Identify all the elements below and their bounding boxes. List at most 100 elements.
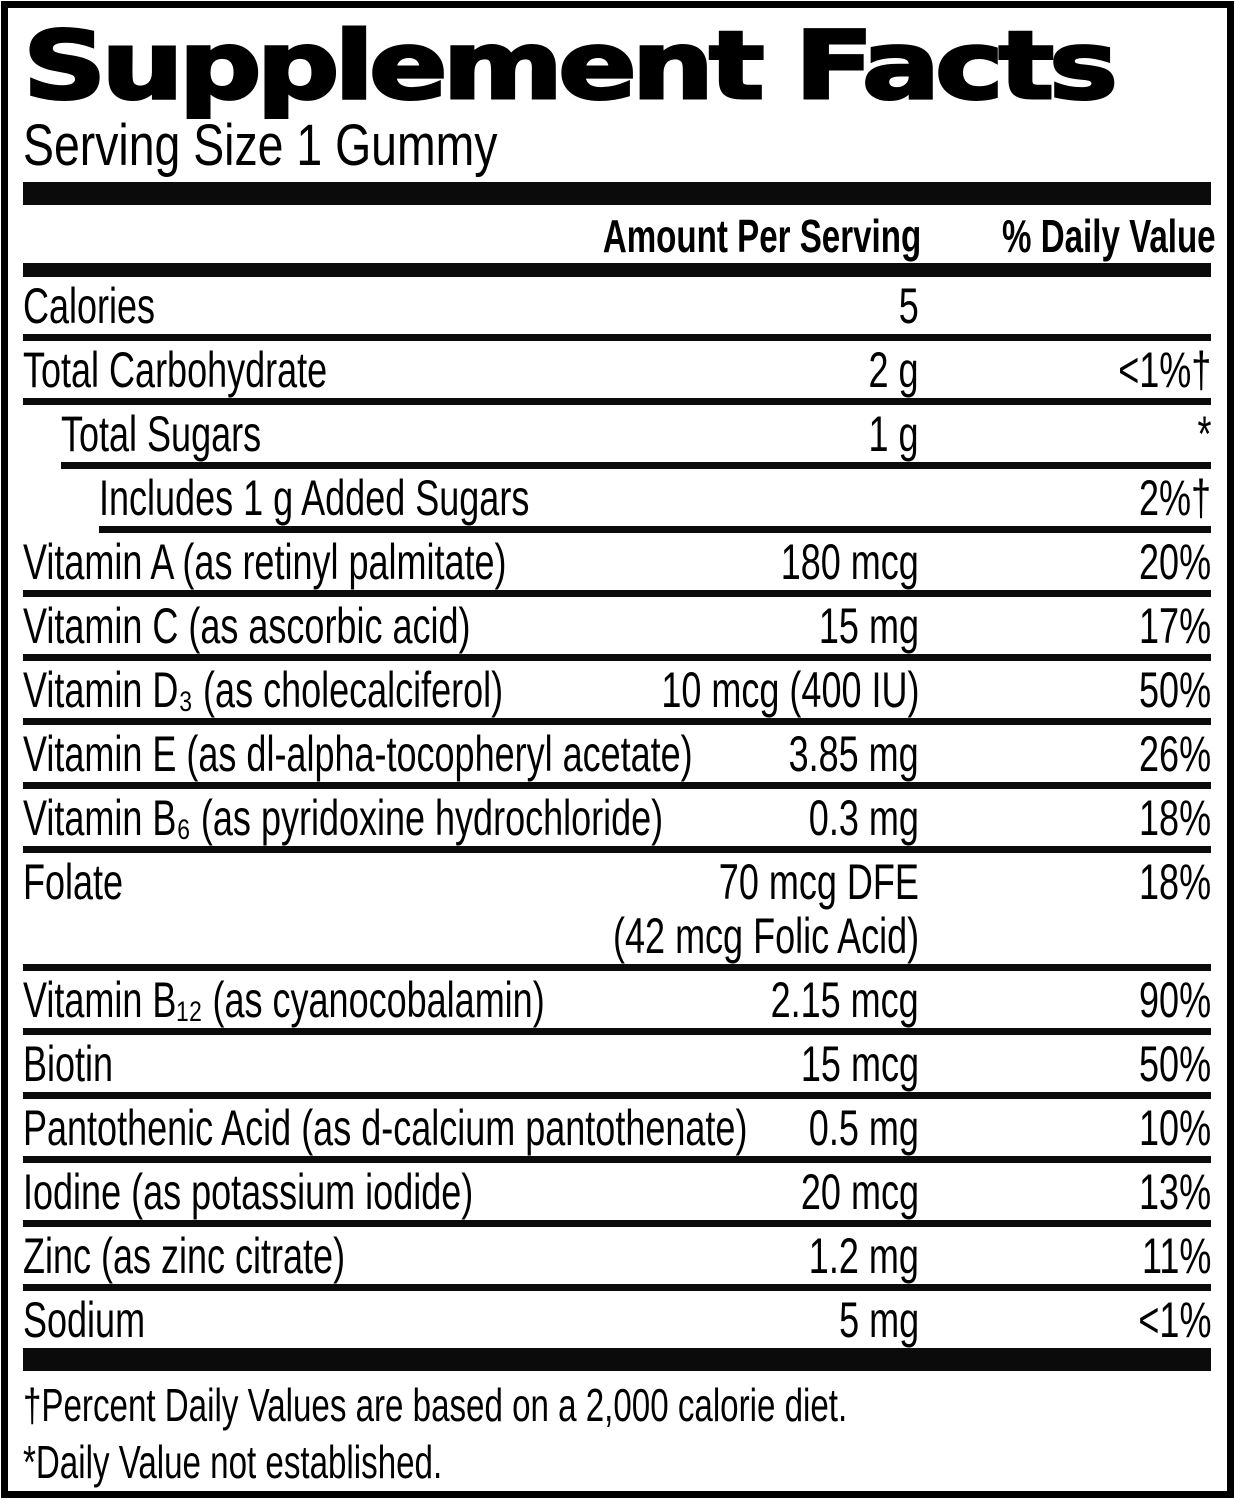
nutrient-daily-value: 2%† (1138, 470, 1211, 526)
amount-per-serving-header: Amount Per Serving (602, 210, 922, 262)
nutrient-amount: 70 mcg DFE (718, 854, 919, 910)
column-header-row: Amount Per Serving % Daily Value (23, 205, 1216, 263)
nutrient-name-cell: Vitamin B₁₂ (as cyanocobalamin) (23, 973, 545, 1027)
row-divider (23, 964, 1211, 971)
nutrient-daily-value-cell: 50% (919, 663, 1211, 717)
nutrient-name-cell: Iodine (as potassium iodide) (23, 1165, 479, 1219)
row-divider (23, 1284, 1211, 1291)
nutrient-amount: 0.5 mg (808, 1100, 919, 1156)
nutrient-name: Zinc (as zinc citrate) (23, 1228, 346, 1284)
table-row: Iodine (as potassium iodide) 20 mcg 13% (23, 1163, 1211, 1220)
nutrient-amount-cell: 3.85 mg (479, 727, 919, 781)
nutrient-name: Vitamin B₆ (as pyridoxine hydrochloride) (23, 790, 664, 846)
nutrient-daily-value: 18% (1138, 790, 1211, 846)
nutrient-amount-cell: 180 mcg (479, 535, 919, 589)
serving-size-line: Serving Size 1 Gummy (23, 113, 1211, 178)
row-divider (23, 654, 1211, 661)
percent-daily-value-header: % Daily Value (1002, 210, 1216, 262)
nutrient-name-cell: Vitamin B₆ (as pyridoxine hydrochloride) (23, 791, 663, 845)
amount-line: 5 mg (479, 1293, 919, 1347)
amount-line: 3.85 mg (479, 727, 919, 781)
footnote-percent-daily-values: †Percent Daily Values are based on a 2,0… (23, 1379, 848, 1431)
nutrient-daily-value-cell: 10% (919, 1101, 1211, 1155)
nutrient-daily-value-cell: 13% (919, 1165, 1211, 1219)
nutrient-amount: 2.15 mcg (770, 972, 919, 1028)
nutrient-name-cell: Vitamin D₃ (as cholecalciferol) (23, 663, 503, 717)
nutrient-name: Vitamin C (as ascorbic acid) (23, 598, 471, 654)
nutrient-daily-value-cell: * (919, 407, 1211, 461)
serving-size-text: Serving Size 1 Gummy (23, 113, 498, 178)
row-divider (23, 782, 1211, 789)
nutrient-name: Calories (23, 278, 156, 334)
nutrient-amount-cell: 2 g (479, 343, 919, 397)
amount-line: 1 g (479, 407, 919, 461)
table-row: Zinc (as zinc citrate) 1.2 mg 11% (23, 1227, 1211, 1284)
nutrient-daily-value: 90% (1138, 972, 1211, 1028)
nutrient-daily-value: 26% (1138, 726, 1211, 782)
nutrient-amount: 15 mg (818, 598, 919, 654)
label-title: Supplement Facts (21, 12, 1120, 121)
nutrient-daily-value-cell: 18% (919, 855, 1211, 909)
nutrient-daily-value: <1% (1137, 1292, 1211, 1348)
nutrient-name: Sodium (23, 1292, 146, 1348)
row-divider (23, 846, 1211, 853)
nutrient-name-cell: Vitamin E (as dl-alpha-tocopheryl acetat… (23, 727, 693, 781)
nutrient-amount: 5 mg (838, 1292, 919, 1348)
nutrient-amount: (42 mcg Folic Acid) (612, 908, 919, 964)
table-row: Vitamin A (as retinyl palmitate) 180 mcg… (23, 533, 1211, 590)
nutrient-name-cell: Zinc (as zinc citrate) (23, 1229, 479, 1283)
nutrient-amount: 1.2 mg (808, 1228, 919, 1284)
nutrient-amount: 10 mcg (400 IU) (660, 662, 919, 718)
table-row: Vitamin D₃ (as cholecalciferol) 10 mcg (… (23, 661, 1211, 718)
nutrient-amount-cell (479, 471, 919, 525)
nutrient-amount: 20 mcg (800, 1164, 919, 1220)
amount-line: (42 mcg Folic Acid) (479, 909, 919, 963)
amount-line: 10 mcg (400 IU) (479, 663, 919, 717)
amount-header-cell: Amount Per Serving (479, 210, 922, 262)
nutrient-amount: 5 (898, 278, 919, 334)
nutrient-name-cell: Total Carbohydrate (23, 343, 479, 397)
nutrient-name-cell: Folate (23, 855, 479, 909)
nutrient-name: Vitamin A (as retinyl palmitate) (23, 534, 507, 590)
row-divider (99, 526, 1211, 533)
footnote-line: *Daily Value not established. (23, 1434, 1211, 1491)
amount-line: 15 mcg (479, 1037, 919, 1091)
row-divider (23, 334, 1211, 341)
nutrient-name: Total Carbohydrate (23, 342, 328, 398)
row-divider (23, 1220, 1211, 1227)
table-row: Sodium 5 mg <1% (23, 1291, 1211, 1348)
amount-line: 0.5 mg (479, 1101, 919, 1155)
nutrient-daily-value: <1%† (1117, 342, 1211, 398)
nutrient-amount: 15 mcg (800, 1036, 919, 1092)
nutrient-daily-value: 20% (1138, 534, 1211, 590)
nutrient-daily-value: 11% (1141, 1228, 1211, 1284)
table-row: Includes 1 g Added Sugars 2%† (23, 469, 1211, 526)
nutrient-daily-value-cell: 50% (919, 1037, 1211, 1091)
amount-line: 0.3 mg (479, 791, 919, 845)
amount-line: 1.2 mg (479, 1229, 919, 1283)
nutrient-daily-value-cell: 90% (919, 973, 1211, 1027)
header-divider (23, 263, 1211, 277)
nutrient-amount: 180 mcg (780, 534, 919, 590)
amount-line (479, 471, 919, 525)
amount-line: 2 g (479, 343, 919, 397)
nutrient-daily-value: 13% (1138, 1164, 1211, 1220)
nutrient-daily-value-cell (919, 279, 1211, 333)
nutrient-daily-value-cell: 17% (919, 599, 1211, 653)
nutrient-name-cell: Calories (23, 279, 479, 333)
nutrient-table: Calories 5 Total Carbohydrate 2 g <1%† T… (23, 277, 1211, 1348)
row-divider (23, 1092, 1211, 1099)
table-row: Total Carbohydrate 2 g <1%† (23, 341, 1211, 398)
nutrient-name: Total Sugars (61, 406, 262, 462)
nutrient-daily-value-cell: 18% (919, 791, 1211, 845)
nutrient-name-cell: Biotin (23, 1037, 479, 1091)
amount-line: 70 mcg DFE (479, 855, 919, 909)
table-row: Vitamin E (as dl-alpha-tocopheryl acetat… (23, 725, 1211, 782)
footnotes: †Percent Daily Values are based on a 2,0… (23, 1371, 1211, 1491)
nutrient-amount-cell: 1.2 mg (479, 1229, 919, 1283)
nutrient-daily-value: * (1196, 406, 1211, 462)
nutrient-amount: 3.85 mg (788, 726, 919, 782)
nutrient-daily-value: 50% (1138, 662, 1211, 718)
nutrient-amount-cell: 10 mcg (400 IU) (479, 663, 919, 717)
amount-line: 180 mcg (479, 535, 919, 589)
